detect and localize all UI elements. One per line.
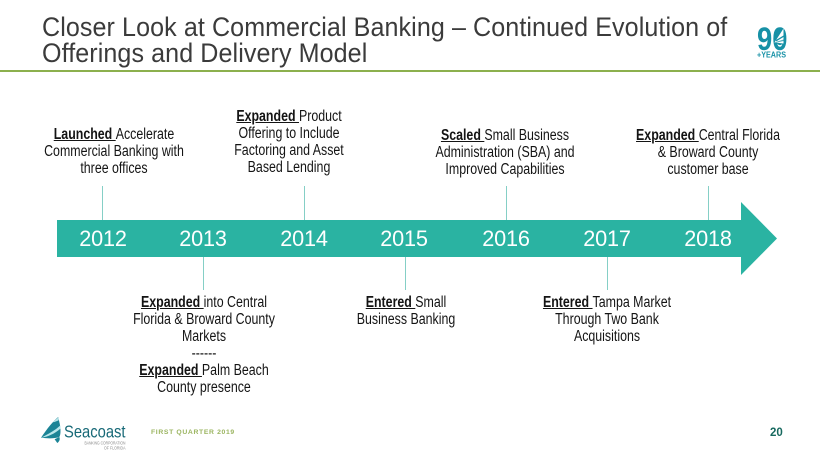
svg-text:Seacoast: Seacoast xyxy=(64,421,126,441)
svg-text:+YEARS: +YEARS xyxy=(757,50,786,60)
svg-text:BANKING CORPORATION: BANKING CORPORATION xyxy=(85,440,126,445)
svg-text:OF FLORIDA: OF FLORIDA xyxy=(104,445,126,450)
